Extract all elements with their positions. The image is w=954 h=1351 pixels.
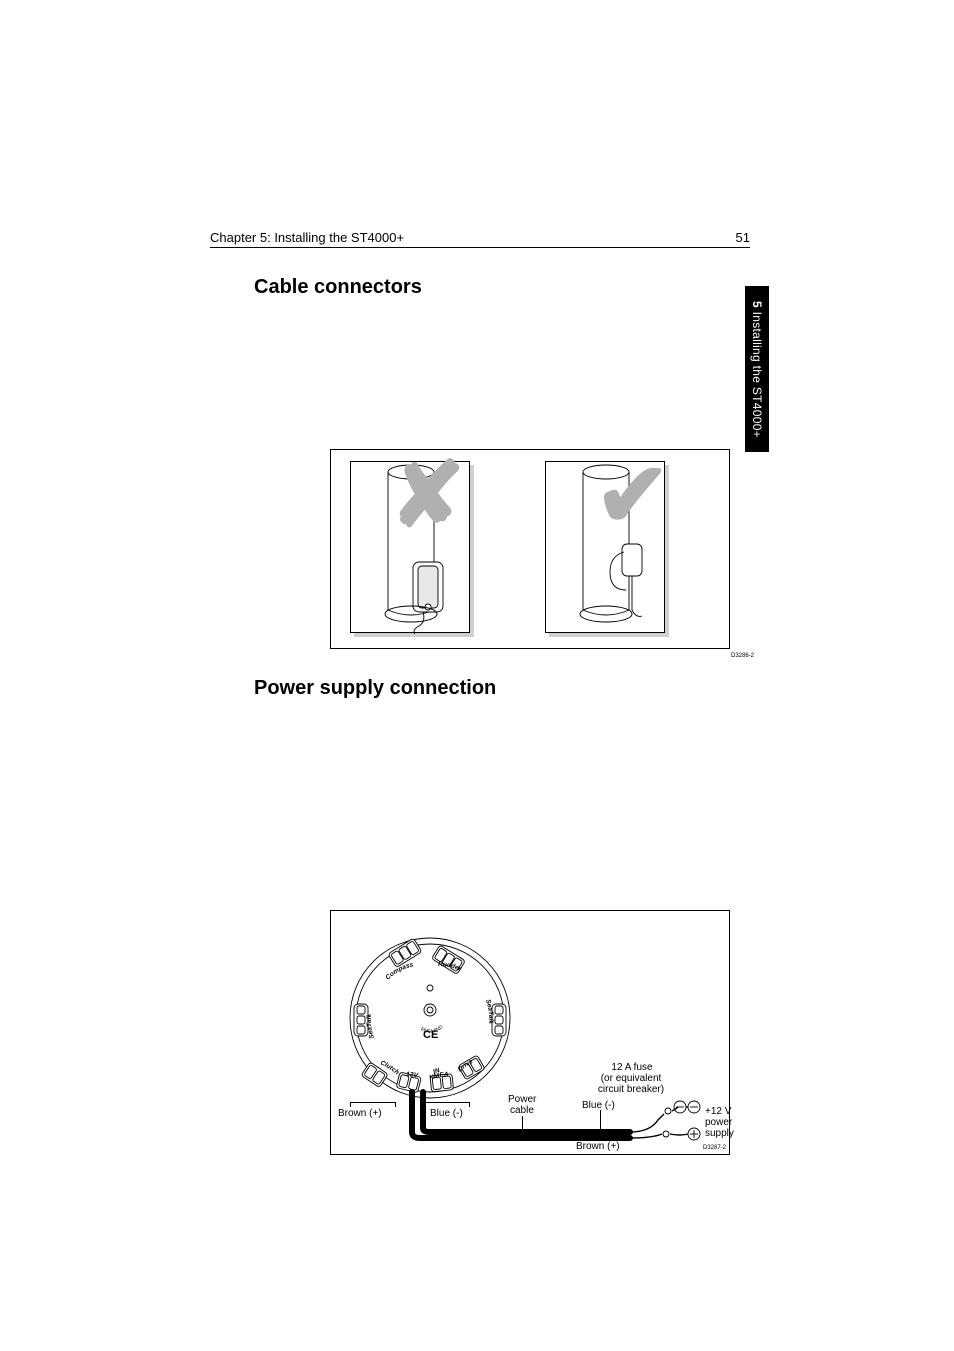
label-power-cable-1: Power bbox=[508, 1094, 536, 1106]
side-tab-label: Installing the ST4000+ bbox=[750, 311, 764, 437]
label-supply-3: supply bbox=[705, 1128, 734, 1140]
panel bbox=[350, 461, 470, 633]
side-tab-text: 5 Installing the ST4000+ bbox=[750, 301, 764, 438]
connector-wrong: ✘ bbox=[350, 461, 520, 636]
figure-power-supply: Compass Rudder SeaTalk SeaTalk Clutch 12… bbox=[330, 910, 730, 1155]
connector-correct-svg bbox=[546, 462, 666, 634]
heading-power-supply: Power supply connection bbox=[254, 677, 750, 700]
connector-correct: ✔ bbox=[545, 461, 715, 636]
ce-mark-e: E bbox=[431, 1029, 438, 1041]
ce-mark-c: C bbox=[423, 1029, 431, 1041]
bracket-brown-left bbox=[350, 1102, 396, 1107]
label-blue-minus-right: Blue (-) bbox=[582, 1100, 615, 1112]
connector-wrong-svg bbox=[351, 462, 471, 634]
label-fuse-2: (or equivalent bbox=[590, 1073, 672, 1085]
running-header: Chapter 5: Installing the ST4000+ 51 bbox=[210, 230, 750, 248]
figure-cable-connectors: ✘ bbox=[330, 449, 730, 649]
label-supply-1: +12 V bbox=[705, 1106, 731, 1118]
figure2-svg: Compass Rudder SeaTalk SeaTalk Clutch 12… bbox=[330, 910, 730, 1155]
side-tab-number: 5 bbox=[750, 301, 764, 308]
label-supply-2: power bbox=[705, 1117, 732, 1129]
label-blue-minus-left: Blue (-) bbox=[430, 1108, 463, 1120]
label-fuse-3: circuit breaker) bbox=[590, 1084, 672, 1096]
heading-cable-connectors: Cable connectors bbox=[254, 276, 750, 299]
label-fuse-1: 12 A fuse bbox=[594, 1062, 670, 1074]
lead-power-cable bbox=[522, 1116, 523, 1130]
panel bbox=[545, 461, 665, 633]
side-tab: 5 Installing the ST4000+ bbox=[745, 286, 769, 452]
page-number: 51 bbox=[736, 230, 750, 245]
lead-blue-right bbox=[600, 1110, 601, 1130]
chapter-running: Chapter 5: Installing the ST4000+ bbox=[210, 230, 404, 245]
label-power-cable-2: cable bbox=[510, 1105, 534, 1117]
figure1-drawing-code: D3286-2 bbox=[731, 653, 754, 659]
bracket-blue-left bbox=[424, 1102, 470, 1107]
label-brown-plus-left: Brown (+) bbox=[338, 1108, 382, 1120]
figure2-drawing-code: D3287-2 bbox=[703, 1145, 726, 1151]
label-brown-plus-right: Brown (+) bbox=[576, 1141, 620, 1153]
